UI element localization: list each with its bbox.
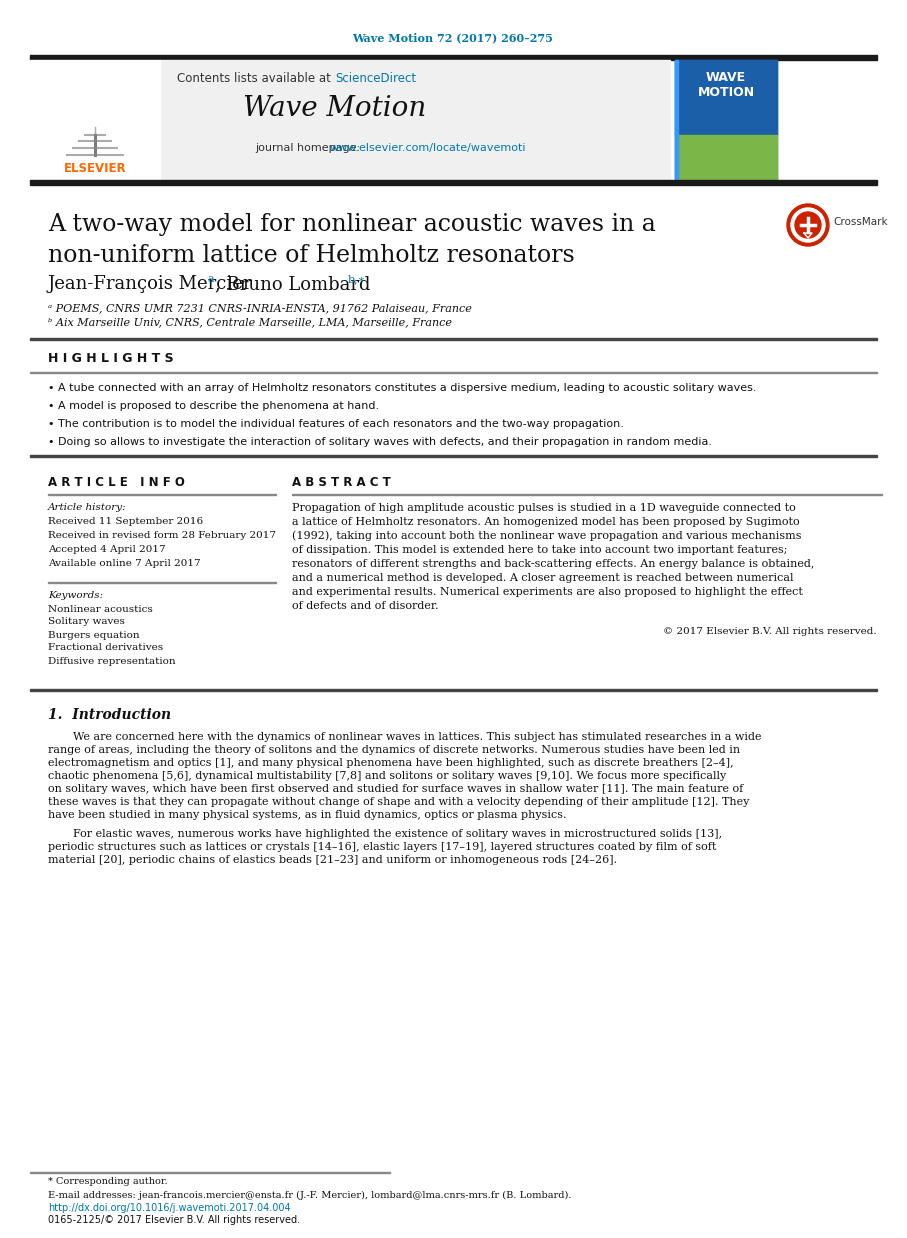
- Text: CrossMark: CrossMark: [833, 217, 888, 227]
- Text: A R T I C L E   I N F O: A R T I C L E I N F O: [48, 477, 185, 489]
- Bar: [675, 59, 678, 180]
- Text: For elastic waves, numerous works have highlighted the existence of solitary wav: For elastic waves, numerous works have h…: [73, 829, 722, 839]
- Text: A B S T R A C T: A B S T R A C T: [292, 477, 391, 489]
- Text: Contents lists available at: Contents lists available at: [178, 72, 335, 84]
- Text: of dissipation. This model is extended here to take into account two important f: of dissipation. This model is extended h…: [292, 545, 787, 555]
- Text: 1.  Introduction: 1. Introduction: [48, 708, 171, 722]
- Text: resonators of different strengths and back-scattering effects. An energy balance: resonators of different strengths and ba…: [292, 560, 814, 569]
- Text: E-mail addresses: jean-francois.mercier@ensta.fr (J.-F. Mercier), lombard@lma.cn: E-mail addresses: jean-francois.mercier@…: [48, 1191, 571, 1200]
- Bar: [160, 59, 670, 180]
- Text: Jean-François Mercier: Jean-François Mercier: [48, 275, 252, 293]
- Text: Keywords:: Keywords:: [48, 592, 103, 600]
- Text: Article history:: Article history:: [48, 504, 127, 513]
- Text: www.elsevier.com/locate/wavemoti: www.elsevier.com/locate/wavemoti: [330, 144, 526, 154]
- Text: Available online 7 April 2017: Available online 7 April 2017: [48, 560, 200, 568]
- Text: Received in revised form 28 February 2017: Received in revised form 28 February 201…: [48, 531, 276, 541]
- Text: Propagation of high amplitude acoustic pulses is studied in a 1D waveguide conne: Propagation of high amplitude acoustic p…: [292, 503, 795, 513]
- Bar: [675, 135, 777, 180]
- Text: periodic structures such as lattices or crystals [14–16], elastic layers [17–19]: periodic structures such as lattices or …: [48, 842, 717, 852]
- Circle shape: [795, 212, 821, 238]
- Text: Solitary waves: Solitary waves: [48, 618, 125, 626]
- Bar: [30, 180, 877, 184]
- Text: a lattice of Helmholtz resonators. An homogenized model has been proposed by Sug: a lattice of Helmholtz resonators. An ho…: [292, 517, 800, 527]
- Text: A two-way model for nonlinear acoustic waves in a: A two-way model for nonlinear acoustic w…: [48, 213, 656, 235]
- Text: a: a: [207, 274, 214, 284]
- Text: Wave Motion 72 (2017) 260–275: Wave Motion 72 (2017) 260–275: [353, 32, 553, 43]
- Text: of defects and of disorder.: of defects and of disorder.: [292, 600, 438, 612]
- Bar: [675, 59, 777, 135]
- Text: electromagnetism and optics [1], and many physical phenomena have been highlight: electromagnetism and optics [1], and man…: [48, 758, 734, 768]
- Text: b,∗: b,∗: [348, 274, 366, 284]
- Text: Fractional derivatives: Fractional derivatives: [48, 644, 163, 652]
- Circle shape: [791, 208, 825, 241]
- Text: ELSEVIER: ELSEVIER: [63, 161, 126, 175]
- Text: Wave Motion: Wave Motion: [243, 94, 426, 121]
- Text: We are concerned here with the dynamics of nonlinear waves in lattices. This sub: We are concerned here with the dynamics …: [73, 732, 762, 742]
- Text: Received 11 September 2016: Received 11 September 2016: [48, 517, 203, 526]
- Bar: [30, 338, 877, 339]
- Text: chaotic phenomena [5,6], dynamical multistability [7,8] and solitons or solitary: chaotic phenomena [5,6], dynamical multi…: [48, 771, 727, 781]
- Text: * Corresponding author.: * Corresponding author.: [48, 1177, 168, 1186]
- Text: WAVE
MOTION: WAVE MOTION: [697, 71, 755, 99]
- Text: ScienceDirect: ScienceDirect: [335, 72, 416, 84]
- Text: H I G H L I G H T S: H I G H L I G H T S: [48, 352, 173, 364]
- Text: ᵃ POEMS, CNRS UMR 7231 CNRS-INRIA-ENSTA, 91762 Palaiseau, France: ᵃ POEMS, CNRS UMR 7231 CNRS-INRIA-ENSTA,…: [48, 303, 472, 313]
- Circle shape: [787, 204, 829, 246]
- Text: • Doing so allows to investigate the interaction of solitary waves with defects,: • Doing so allows to investigate the int…: [48, 437, 712, 447]
- Text: material [20], periodic chains of elastics beads [21–23] and uniform or inhomoge: material [20], periodic chains of elasti…: [48, 855, 617, 865]
- Text: , Bruno Lombard: , Bruno Lombard: [215, 275, 370, 293]
- Bar: [30, 54, 877, 59]
- Text: • The contribution is to model the individual features of each resonators and th: • The contribution is to model the indiv…: [48, 418, 624, 430]
- Text: ᵇ Aix Marseille Univ, CNRS, Centrale Marseille, LMA, Marseille, France: ᵇ Aix Marseille Univ, CNRS, Centrale Mar…: [48, 317, 452, 327]
- Text: (1992), taking into account both the nonlinear wave propagation and various mech: (1992), taking into account both the non…: [292, 531, 802, 541]
- Text: • A tube connected with an array of Helmholtz resonators constitutes a dispersiv: • A tube connected with an array of Helm…: [48, 383, 756, 392]
- Text: http://dx.doi.org/10.1016/j.wavemoti.2017.04.004: http://dx.doi.org/10.1016/j.wavemoti.201…: [48, 1203, 290, 1213]
- Text: • A model is proposed to describe the phenomena at hand.: • A model is proposed to describe the ph…: [48, 401, 379, 411]
- Text: range of areas, including the theory of solitons and the dynamics of discrete ne: range of areas, including the theory of …: [48, 745, 740, 755]
- Text: 0165-2125/© 2017 Elsevier B.V. All rights reserved.: 0165-2125/© 2017 Elsevier B.V. All right…: [48, 1214, 300, 1224]
- Bar: [30, 59, 160, 180]
- Text: these waves is that they can propagate without change of shape and with a veloci: these waves is that they can propagate w…: [48, 797, 749, 807]
- Bar: [675, 59, 777, 180]
- Bar: [30, 690, 877, 691]
- Text: Nonlinear acoustics: Nonlinear acoustics: [48, 604, 152, 614]
- Text: Burgers equation: Burgers equation: [48, 630, 140, 640]
- Bar: [30, 456, 877, 457]
- Text: and a numerical method is developed. A closer agreement is reached between numer: and a numerical method is developed. A c…: [292, 573, 794, 583]
- Text: non-uniform lattice of Helmholtz resonators: non-uniform lattice of Helmholtz resonat…: [48, 244, 575, 267]
- Text: journal homepage:: journal homepage:: [255, 144, 364, 154]
- Text: have been studied in many physical systems, as in fluid dynamics, optics or plas: have been studied in many physical syste…: [48, 810, 567, 820]
- Text: and experimental results. Numerical experiments are also proposed to highlight t: and experimental results. Numerical expe…: [292, 587, 803, 597]
- Text: on solitary waves, which have been first observed and studied for surface waves : on solitary waves, which have been first…: [48, 784, 743, 794]
- Text: Diffusive representation: Diffusive representation: [48, 656, 176, 666]
- Text: Accepted 4 April 2017: Accepted 4 April 2017: [48, 546, 166, 555]
- Text: © 2017 Elsevier B.V. All rights reserved.: © 2017 Elsevier B.V. All rights reserved…: [663, 628, 877, 636]
